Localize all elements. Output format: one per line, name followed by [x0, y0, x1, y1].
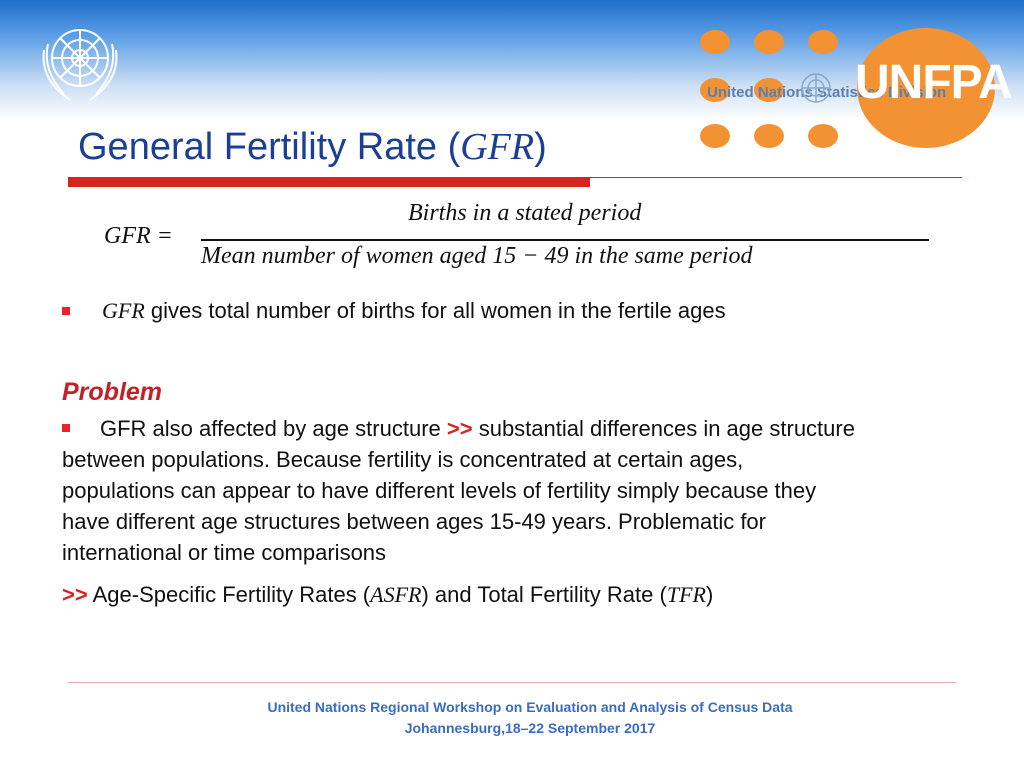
- problem-line-5: international or time comparisons: [62, 540, 387, 565]
- bullet-gfr-text: GFR gives total number of births for all…: [102, 298, 726, 323]
- problem-heading: Problem: [62, 378, 163, 406]
- title-underline-thick: [68, 177, 590, 187]
- footer-location-date: Johannesburg,18–22 September 2017: [404, 720, 656, 736]
- footer-divider: [68, 682, 956, 683]
- unfpa-logo-text: UNFPA: [855, 56, 1013, 109]
- problem-line-2: between populations. Because fertility i…: [62, 447, 744, 472]
- page-title: General Fertility Rate (GFR): [78, 126, 547, 168]
- unfpa-circle: [857, 28, 995, 148]
- footer-workshop-title: United Nations Regional Workshop on Eval…: [267, 699, 793, 715]
- header-band: [0, 0, 1024, 120]
- bullet-marker: [62, 424, 70, 432]
- un-emblem-logo: [42, 29, 118, 101]
- formula-denominator: Mean number of women aged 15 − 49 in the…: [201, 243, 753, 269]
- problem-line-3: populations can appear to have different…: [62, 478, 817, 503]
- bullet-marker: [62, 307, 70, 315]
- formula-lhs: GFR =: [104, 223, 173, 249]
- conclusion-line: >> Age-Specific Fertility Rates (ASFR) a…: [62, 582, 714, 607]
- un-small-emblem-logo: [801, 73, 831, 103]
- formula-numerator: Births in a stated period: [408, 200, 642, 226]
- problem-line-4: have different age structures between ag…: [62, 509, 766, 534]
- title-underline-thin: [590, 177, 962, 178]
- formula-fraction-bar: [201, 239, 929, 241]
- problem-line-1: GFR also affected by age structure >> su…: [100, 416, 855, 441]
- unstats-logo-text: United Nations Statistics Division: [707, 84, 947, 101]
